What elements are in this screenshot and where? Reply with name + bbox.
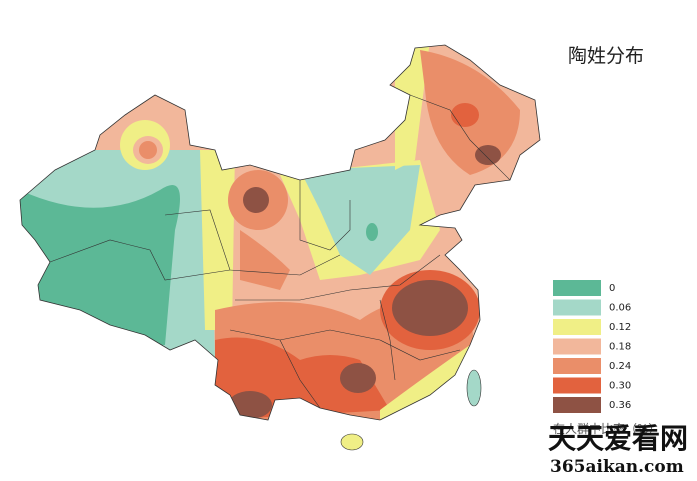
legend-swatch: [553, 377, 601, 394]
hainan: [340, 433, 364, 451]
legend-label: 0.12: [609, 322, 631, 333]
legend-swatch: [553, 358, 601, 374]
legend-swatch: [553, 397, 601, 413]
legend-swatch: [553, 280, 601, 296]
map-title: 陶姓分布: [568, 45, 644, 67]
province-borders: [49, 94, 511, 409]
china-outline: [19, 44, 541, 421]
watermark-url: 365aikan.com: [550, 457, 684, 477]
legend-swatch: [553, 299, 601, 316]
legend-caption: 在人群中比率（%）: [553, 421, 660, 436]
legend-label: 0.24: [609, 361, 631, 372]
legend-label: 0.18: [609, 342, 631, 353]
legend-label: 0.06: [609, 303, 631, 314]
legend-label: 0.30: [609, 381, 631, 392]
legend-label: 0: [609, 283, 615, 294]
taiwan: [466, 369, 482, 407]
legend: 0 0.06 0.12 0.18 0.24 0.30 0.36: [553, 280, 631, 413]
legend-swatch: [553, 319, 601, 335]
legend-swatch: [553, 338, 601, 355]
watermark-name: 天天爱看网: [548, 422, 688, 455]
legend-label: 0.36: [609, 400, 631, 411]
